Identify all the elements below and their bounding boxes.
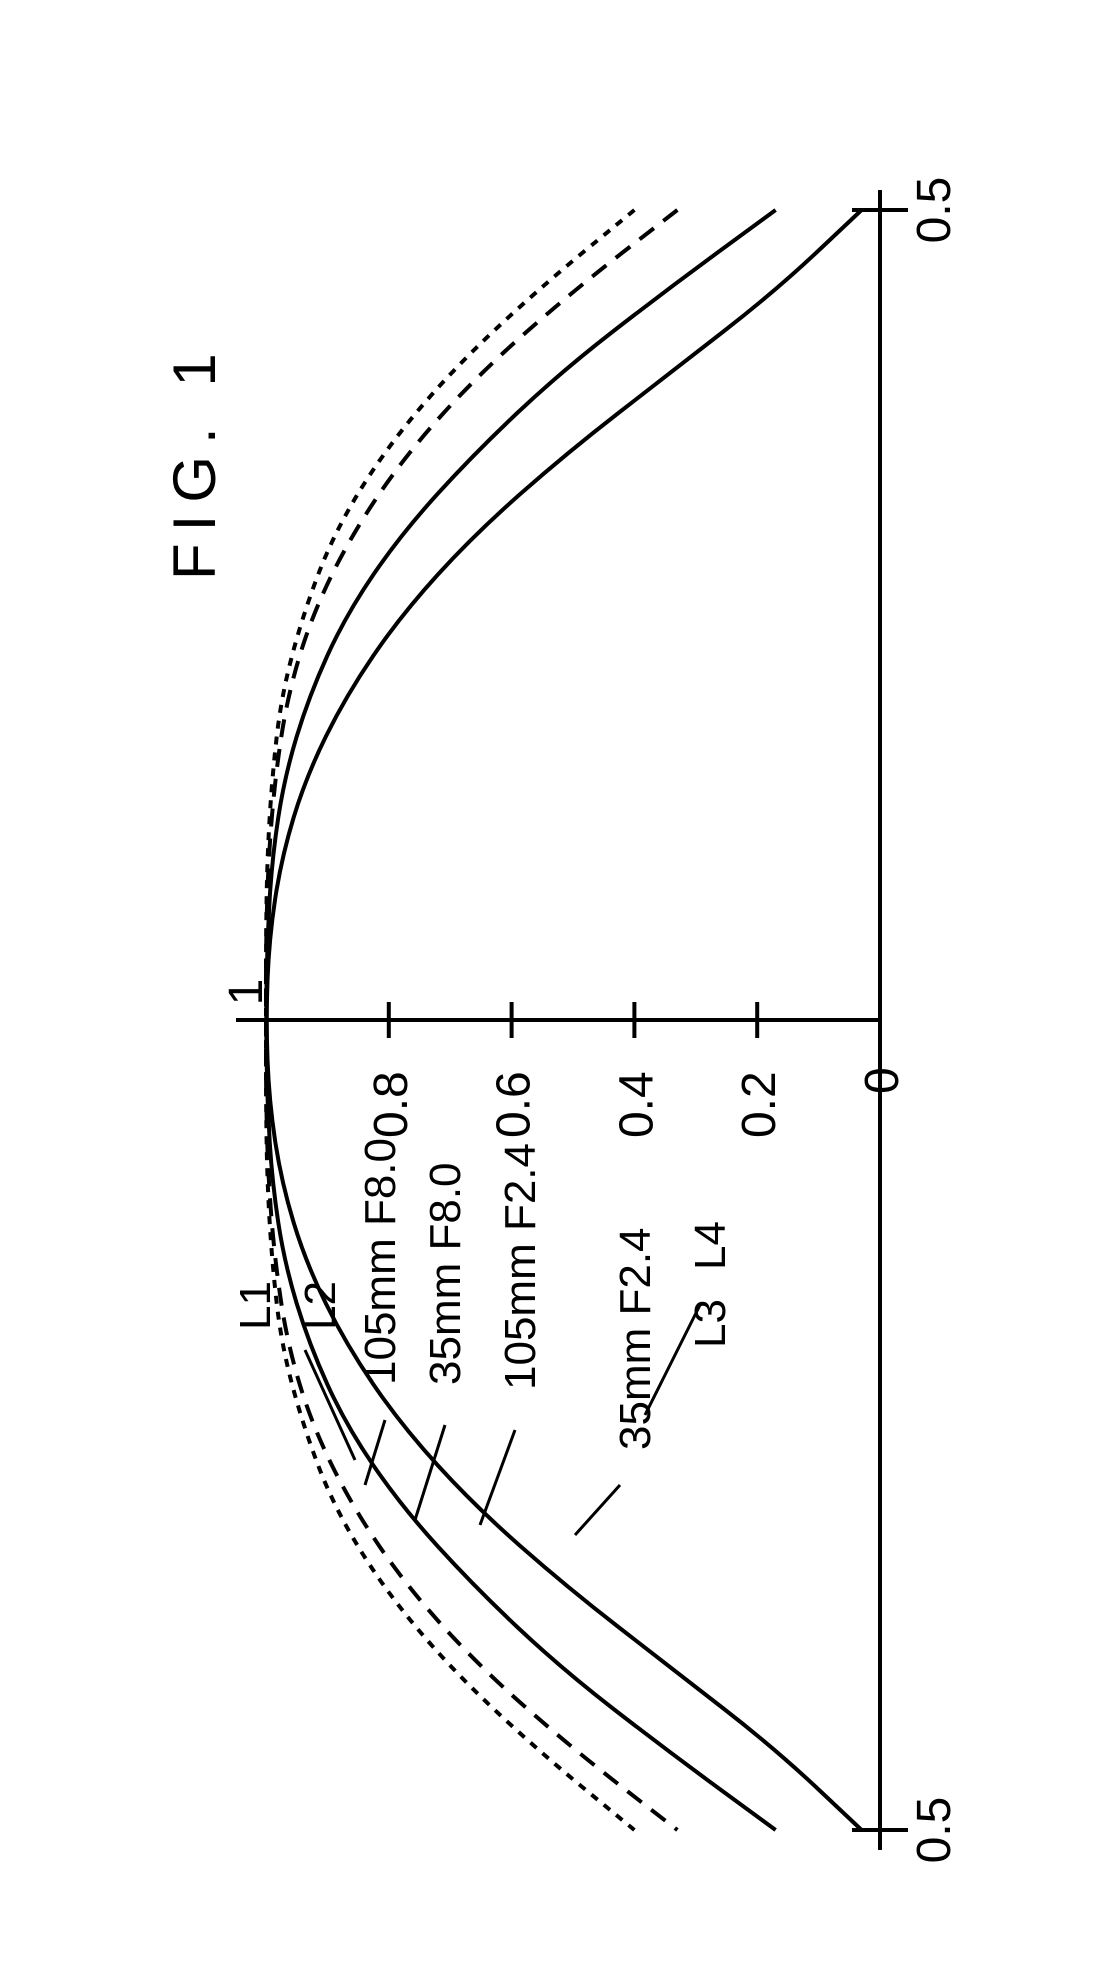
- figure-container: FIG. 1 0.50.500.20.40.60.81L1L2105mm F8.…: [40, 40, 1067, 1923]
- y-tick-label: 0: [856, 1067, 909, 1094]
- curve-label: 35mm F8.0: [421, 1162, 470, 1385]
- chart-plot: 0.50.500.20.40.60.81L1L2105mm F8.035mm F…: [180, 80, 1060, 1940]
- curve-label: L2: [296, 1281, 345, 1330]
- x-tick-label: 0.5: [908, 177, 961, 244]
- x-tick-label: 0.5: [908, 1797, 961, 1864]
- y-tick-label: 0.8: [365, 1071, 418, 1138]
- curve-label: L3: [686, 1299, 735, 1348]
- curve-label: L4: [686, 1221, 735, 1270]
- leader-line: [305, 1350, 355, 1460]
- y-tick-label: 0.2: [733, 1071, 786, 1138]
- leader-line: [575, 1485, 620, 1535]
- y-tick-label: 0.4: [610, 1071, 663, 1138]
- curve-label: 105mm F8.0: [356, 1138, 405, 1385]
- y-tick-label: 0.6: [488, 1071, 541, 1138]
- curve-label: 35mm F2.4: [611, 1227, 660, 1450]
- leader-line: [415, 1425, 445, 1520]
- curve-label: L1: [231, 1281, 280, 1330]
- curve-label: 105mm F2.4: [496, 1143, 545, 1390]
- leader-line: [480, 1430, 515, 1525]
